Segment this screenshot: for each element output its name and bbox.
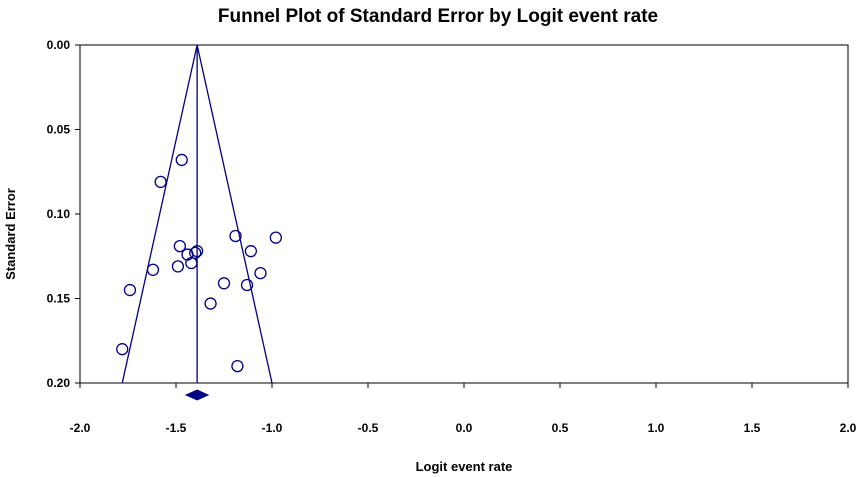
study-point [123, 283, 137, 297]
study-point [116, 343, 129, 356]
x-tick-label: 2.0 [840, 421, 857, 435]
x-tick-label: -0.5 [358, 421, 379, 435]
study-point [204, 297, 217, 310]
y-tick-label: 0.05 [47, 123, 71, 137]
pooled-estimate-diamond [184, 389, 210, 401]
study-point [229, 229, 242, 243]
x-tick-label: 1.5 [744, 421, 761, 435]
x-tick-label: -1.5 [166, 421, 187, 435]
x-tick-label: 0.0 [456, 421, 473, 435]
study-point [175, 153, 188, 167]
study-point [171, 260, 185, 273]
y-tick-label: 0.20 [47, 376, 71, 390]
study-point [154, 175, 167, 189]
x-tick-label: -1.0 [262, 421, 283, 435]
chart-title: Funnel Plot of Standard Error by Logit e… [218, 6, 658, 27]
study-point [146, 263, 160, 276]
study-point [269, 231, 282, 244]
study-point [185, 256, 198, 270]
x-axis: -2.0 -1.5 -1.0 -0.5 0.0 0.5 1.0 1.5 2.0 [70, 383, 857, 435]
study-point [254, 266, 267, 280]
funnel-right-limit [196, 44, 273, 384]
y-axis: 0.00 0.05 0.10 0.15 0.20 [47, 38, 80, 390]
study-point [190, 245, 204, 258]
x-tick-label: 0.5 [552, 421, 569, 435]
study-point [240, 278, 254, 292]
y-axis-label: Standard Error [3, 188, 18, 280]
x-axis-label: Logit event rate [416, 459, 513, 474]
study-point [244, 245, 258, 258]
study-point [217, 277, 231, 290]
study-points [116, 153, 282, 373]
y-tick-label: 0.10 [47, 207, 71, 221]
y-tick-label: 0.00 [47, 38, 71, 52]
study-point [231, 359, 244, 373]
funnel-lines [121, 44, 273, 384]
study-point [173, 239, 186, 253]
y-tick-label: 0.15 [47, 292, 71, 306]
funnel-left-limit [121, 44, 198, 384]
plot-area-frame [79, 44, 849, 384]
x-tick-label: 1.0 [648, 421, 665, 435]
x-tick-label: -2.0 [70, 421, 91, 435]
pooled-estimate [184, 389, 210, 401]
